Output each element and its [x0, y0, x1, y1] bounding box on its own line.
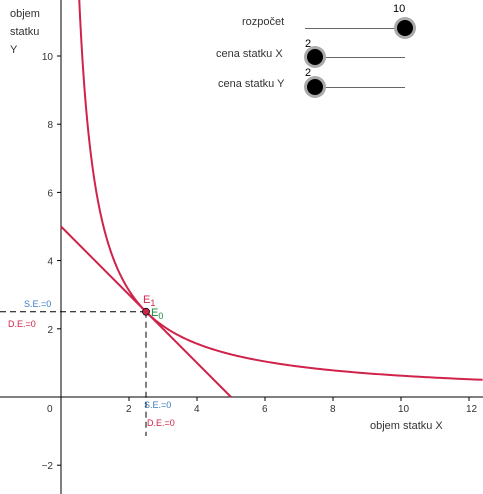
equilibrium-point[interactable]	[142, 307, 150, 316]
y-tick-label: 10	[42, 52, 54, 63]
x-tick-label: 2	[126, 404, 132, 415]
y-axis-title-line-1: objem	[10, 8, 40, 20]
x-tick-label: 12	[466, 404, 478, 415]
y-tick-label: 6	[47, 188, 53, 199]
slider-budget-track[interactable]	[305, 28, 405, 29]
x-tick-label: 0	[47, 404, 53, 415]
income-effect-x-label: D.E.=0	[147, 418, 175, 428]
y-axis-title-line-3: Y	[10, 44, 18, 56]
y-tick-label: 2	[47, 325, 53, 336]
slider-price-y-label: cena statku Y	[218, 78, 285, 90]
slider-price-x-track[interactable]	[305, 57, 405, 58]
x-tick-label: 4	[194, 404, 200, 415]
x-axis-title: objem statku X	[370, 420, 443, 432]
slider-price-x-knob[interactable]	[307, 49, 323, 65]
slider-price-y-track[interactable]	[305, 87, 405, 88]
slider-price-x-value: 2	[305, 38, 312, 50]
slider-price-y-knob[interactable]	[307, 79, 323, 95]
income-effect-y-label: D.E.=0	[8, 319, 36, 329]
substitution-effect-x-label: S.E.=0	[144, 400, 171, 410]
y-axis-title-line-2: statku	[10, 26, 39, 38]
slider-budget-label: rozpočet	[242, 16, 285, 28]
e0-label: E0	[151, 307, 163, 321]
e1-label: E1	[143, 294, 155, 308]
slider-price-x-label: cena statku X	[216, 48, 283, 60]
slider-budget-knob[interactable]	[397, 20, 413, 36]
slider-price-y-value: 2	[305, 67, 312, 79]
x-tick-label: 6	[262, 404, 268, 415]
x-tick-label: 8	[330, 404, 336, 415]
substitution-effect-y-label: S.E.=0	[24, 299, 51, 309]
slider-price-y[interactable]: cena statku Y 2	[0, 67, 483, 99]
x-tick-label: 10	[398, 404, 410, 415]
slider-budget[interactable]: rozpočet 10	[0, 3, 483, 40]
y-tick-label: 8	[47, 120, 53, 131]
y-tick-label: −2	[42, 461, 54, 472]
y-tick-label: 4	[47, 257, 53, 268]
slider-price-x[interactable]: cena statku X 2	[0, 38, 483, 69]
slider-budget-value: 10	[393, 3, 406, 15]
